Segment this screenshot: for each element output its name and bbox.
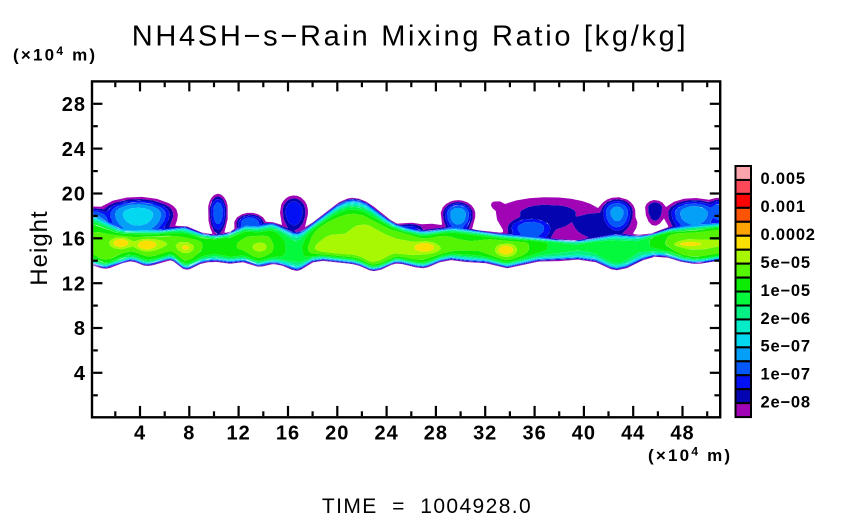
svg-text:12: 12 (226, 423, 250, 445)
svg-text:8: 8 (183, 423, 195, 445)
svg-text:40: 40 (572, 423, 596, 445)
svg-text:4: 4 (134, 423, 146, 445)
svg-text:1e−05: 1e−05 (761, 282, 811, 300)
svg-text:(×104 m): (×104 m) (13, 44, 97, 65)
svg-text:28: 28 (424, 423, 448, 445)
svg-text:5e−07: 5e−07 (761, 338, 811, 356)
svg-text:(×104 m): (×104 m) (648, 445, 732, 466)
svg-text:2e−08: 2e−08 (761, 393, 811, 411)
svg-text:20: 20 (62, 184, 86, 206)
svg-text:44: 44 (621, 423, 645, 445)
svg-text:0.005: 0.005 (761, 170, 806, 188)
svg-text:16: 16 (62, 229, 86, 251)
svg-text:4: 4 (74, 363, 86, 385)
svg-text:8: 8 (74, 318, 86, 340)
svg-text:16: 16 (276, 423, 300, 445)
svg-text:TIME = 1004928.0: TIME = 1004928.0 (322, 495, 532, 518)
svg-text:0.0002: 0.0002 (761, 226, 816, 244)
svg-text:24: 24 (62, 139, 86, 161)
svg-text:48: 48 (670, 423, 694, 445)
svg-text:24: 24 (374, 423, 398, 445)
svg-text:5e−05: 5e−05 (761, 254, 811, 272)
svg-text:Height: Height (26, 210, 53, 285)
svg-text:32: 32 (473, 423, 497, 445)
svg-text:2e−06: 2e−06 (761, 310, 811, 328)
svg-text:1e−07: 1e−07 (761, 366, 811, 384)
svg-text:NH4SH−s−Rain Mixing Ratio [kg/: NH4SH−s−Rain Mixing Ratio [kg/kg] (132, 21, 689, 53)
svg-text:0.001: 0.001 (761, 198, 806, 216)
svg-text:12: 12 (62, 273, 86, 295)
svg-text:36: 36 (522, 423, 546, 445)
svg-text:28: 28 (62, 94, 86, 116)
svg-text:20: 20 (325, 423, 349, 445)
